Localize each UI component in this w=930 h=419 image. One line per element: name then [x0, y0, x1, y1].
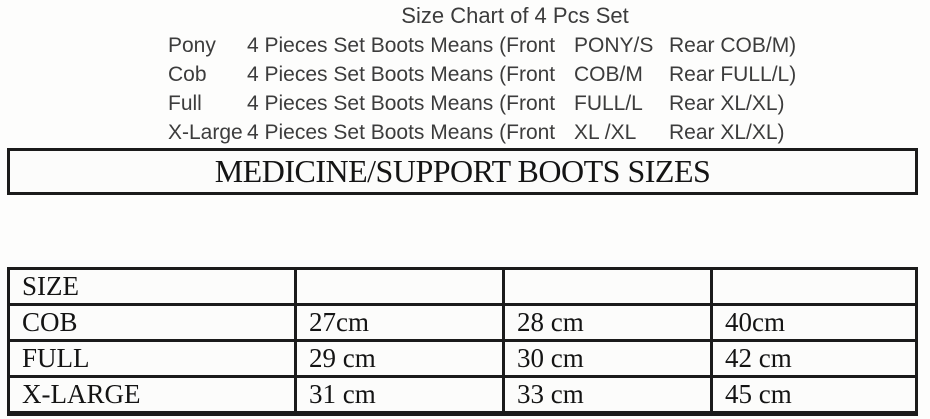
set-size-label: Full	[168, 92, 202, 115]
column-header-empty	[710, 267, 918, 306]
set-description-line: Full 4 Pieces Set Boots Means (Front FUL…	[168, 89, 796, 118]
table-row: FULL 29 cm 30 cm 42 cm	[7, 339, 918, 378]
column-header-size: SIZE	[7, 267, 297, 306]
front-size-value: PONY/S	[574, 34, 654, 57]
table-header-row: SIZE	[7, 267, 918, 306]
table-row: X-LARGE 31 cm 33 cm 45 cm	[7, 375, 918, 416]
measurement-cell: 29 cm	[294, 339, 505, 378]
set-description-line: X-Large 4 Pieces Set Boots Means (Front …	[168, 118, 796, 147]
set-description-text: 4 Pieces Set Boots Means (Front	[247, 34, 556, 57]
measurement-cell: 31 cm	[294, 375, 505, 416]
rear-size-value: Rear XL/XL)	[669, 92, 785, 115]
rear-size-value: Rear COB/M)	[669, 34, 797, 57]
front-size-value: XL /XL	[574, 121, 637, 144]
set-description-line: Cob 4 Pieces Set Boots Means (Front COB/…	[168, 60, 796, 89]
measurement-cell: 42 cm	[710, 339, 918, 378]
measurement-cell: 33 cm	[502, 375, 713, 416]
measurement-cell: 30 cm	[502, 339, 713, 378]
rear-size-value: Rear FULL/L)	[669, 63, 797, 86]
set-size-label: Pony	[168, 34, 216, 57]
column-header-empty	[502, 267, 713, 306]
page-title: Size Chart of 4 Pcs Set	[401, 3, 629, 28]
set-size-label: Cob	[168, 63, 207, 86]
row-label: FULL	[7, 339, 297, 378]
front-size-value: FULL/L	[574, 92, 643, 115]
set-description-text: 4 Pieces Set Boots Means (Front	[247, 63, 556, 86]
table-row: COB 27cm 28 cm 40cm	[7, 303, 918, 342]
section-banner: MEDICINE/SUPPORT BOOTS SIZES	[7, 148, 918, 195]
measurement-cell: 40cm	[710, 303, 918, 342]
set-description-text: 4 Pieces Set Boots Means (Front	[247, 121, 556, 144]
row-label: X-LARGE	[7, 375, 297, 416]
set-descriptions: Pony 4 Pieces Set Boots Means (Front PON…	[168, 31, 796, 147]
set-size-label: X-Large	[168, 121, 243, 144]
set-description-text: 4 Pieces Set Boots Means (Front	[247, 92, 556, 115]
rear-size-value: Rear XL/XL)	[669, 121, 785, 144]
row-label: COB	[7, 303, 297, 342]
measurement-cell: 28 cm	[502, 303, 713, 342]
set-description-line: Pony 4 Pieces Set Boots Means (Front PON…	[168, 31, 796, 60]
measurement-cell: 27cm	[294, 303, 505, 342]
front-size-value: COB/M	[574, 63, 643, 86]
column-header-empty	[294, 267, 505, 306]
sizes-table: SIZE COB 27cm 28 cm 40cm FULL 29 cm 30 c…	[7, 267, 918, 416]
measurement-cell: 45 cm	[710, 375, 918, 416]
